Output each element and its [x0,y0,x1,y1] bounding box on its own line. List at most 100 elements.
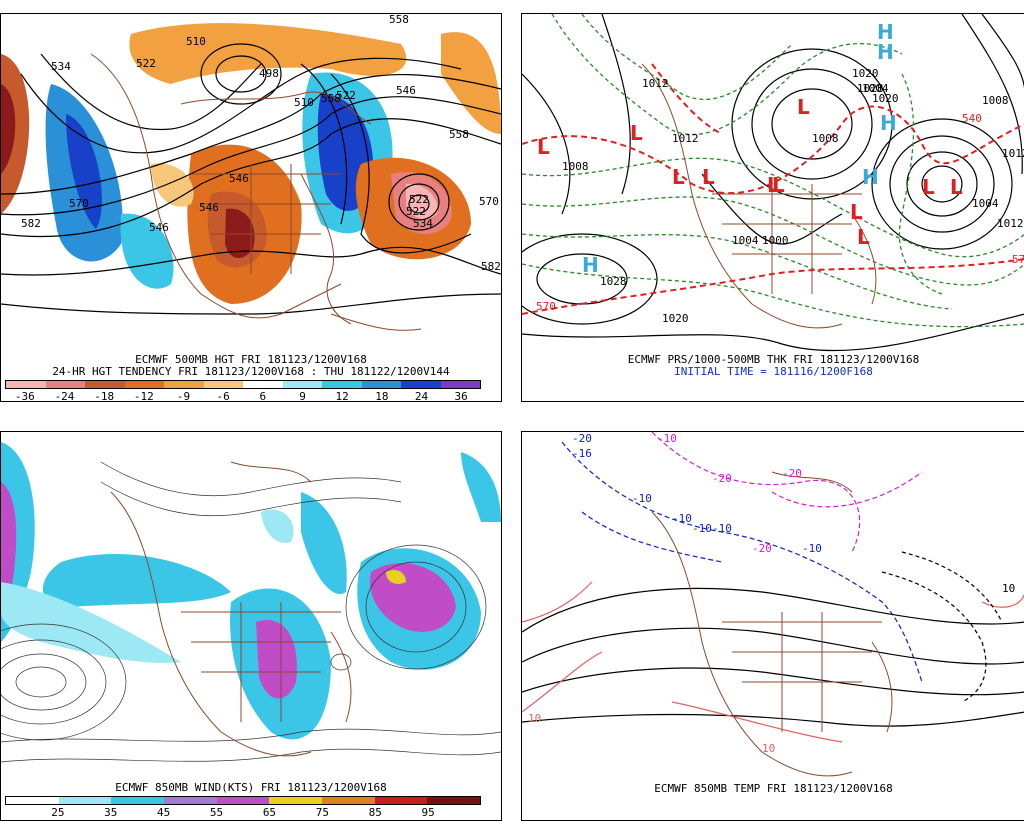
isobar [961,14,1023,175]
caption: ECMWF 850MB TEMP FRI 181123/1200V168 [654,782,893,795]
isotherm-warm [522,581,593,623]
isotherm-dashed [901,551,1003,623]
state-lines [191,164,341,274]
fill-negative-atlantic-core [406,183,438,220]
legend-tick-label: 45 [157,806,171,819]
legend-swatch [361,381,401,388]
legend-tick-label: 36 [454,390,468,402]
legend-tick-label: 12 [335,390,349,402]
wind-legend: 25 35 45 55 65 75 85 95 [5,796,481,819]
legend-swatch [164,797,217,804]
legend-tick-label: 75 [315,806,329,819]
caption: ECMWF 850MB WIND(KTS) FRI 181123/1200V16… [115,781,387,794]
thickness-line [651,63,723,135]
pressure-labels: 1012100810201028101210041008100010081004… [536,67,1024,325]
low-pressure-marker: L [850,200,863,224]
contour [408,194,430,214]
contour-label: 10 [528,712,541,725]
fill-jet-atlantic-max [386,570,406,584]
coastlines [641,63,877,329]
fill-negative-ne [441,32,501,134]
contour [100,481,402,517]
coastline-north [180,91,372,125]
legend-tick-label: 65 [262,806,277,819]
wind-tick-labels: 25 35 45 55 65 75 85 95 [5,805,481,819]
legend-swatch [322,797,375,804]
contour [1,639,107,725]
caption-line-1: ECMWF 500MB HGT FRI 181123/1200V168 [135,353,367,366]
contour-label: 558 [389,14,409,26]
fill-negative-central-core [225,208,255,259]
high-pressure-marker: H [880,111,897,135]
legend-tick-label: -12 [133,390,154,402]
height-contours [1,43,501,315]
thickness-line [522,196,1024,286]
contour-label: 570 [536,300,556,313]
contour-label: 522 [409,193,429,206]
contour [388,173,450,231]
panel-850mb-wind: ECMWF 850MB WIND(KTS) FRI 181123/1200V16… [0,431,502,821]
legend-tick-label: 18 [375,390,389,402]
legend-swatch [164,381,204,388]
thickness-540 [522,105,1024,195]
low-pressure-marker: L [772,173,785,197]
high-pressure-marker: H [582,253,599,277]
isotherm-warm [671,701,843,743]
legend-swatch [6,797,59,804]
legend-swatch [124,381,164,388]
tendency-color-bar [5,380,481,389]
wind-contours [1,461,501,763]
fill-negative-west-core [1,84,16,174]
legend-swatch [269,797,323,804]
high-pressure-marker: H [862,165,879,189]
fill-negative-north [129,23,407,84]
contour-label: 1008 [812,132,839,145]
isotherm-cold [651,432,861,553]
contour-label: -10 [632,492,652,505]
contour-label: 10 [762,742,775,755]
isotherm-warm [522,651,603,713]
fill-jet-pacific [42,553,232,608]
contour-label: 570 [479,195,499,208]
low-pressure-marker: L [537,135,550,159]
contour [1,74,501,195]
legend-tick-label: -18 [94,390,115,402]
contour-label: 10 [1002,582,1015,595]
contour-label: 582 [481,260,501,273]
contour-label: 546 [396,84,416,97]
tendency-legend: -36 -24 -18 -12 -9 -6 6 9 12 18 24 36 [5,380,481,401]
isotherm [522,711,1024,727]
contour-label: -20 [572,432,592,445]
legend-tick-label: 55 [209,806,224,819]
contour-label: 1020 [662,312,689,325]
isotherm [522,587,1024,633]
isotherm-minus10 [561,441,923,683]
contour [1,246,501,276]
contour [100,461,402,497]
contour-label: -10 [802,542,822,555]
fill-positive-pacific-core [66,114,102,229]
isobar [906,151,978,217]
contour-label: 534 [413,217,433,230]
contour-label: 546 [229,172,249,185]
isobar [522,313,1024,352]
fill-jet-light [261,509,294,543]
low-pressure-marker: L [922,175,935,199]
temp-contours [522,432,1024,743]
contour-label: 534 [51,60,71,73]
high-pressure-marker: H [877,40,894,64]
coastline-east [851,213,877,305]
low-pressure-marker: L [797,95,810,119]
legend-swatch [243,381,283,388]
thickness-line [581,14,793,100]
caption-line-2: 24-HR HGT TENDENCY FRI 181123/1200V168 :… [52,365,450,378]
legend-swatch [203,381,243,388]
initial-time: INITIAL TIME = 181116/1200F168 [674,365,873,378]
contour [15,666,67,698]
contour-label: 1004 [732,234,759,247]
